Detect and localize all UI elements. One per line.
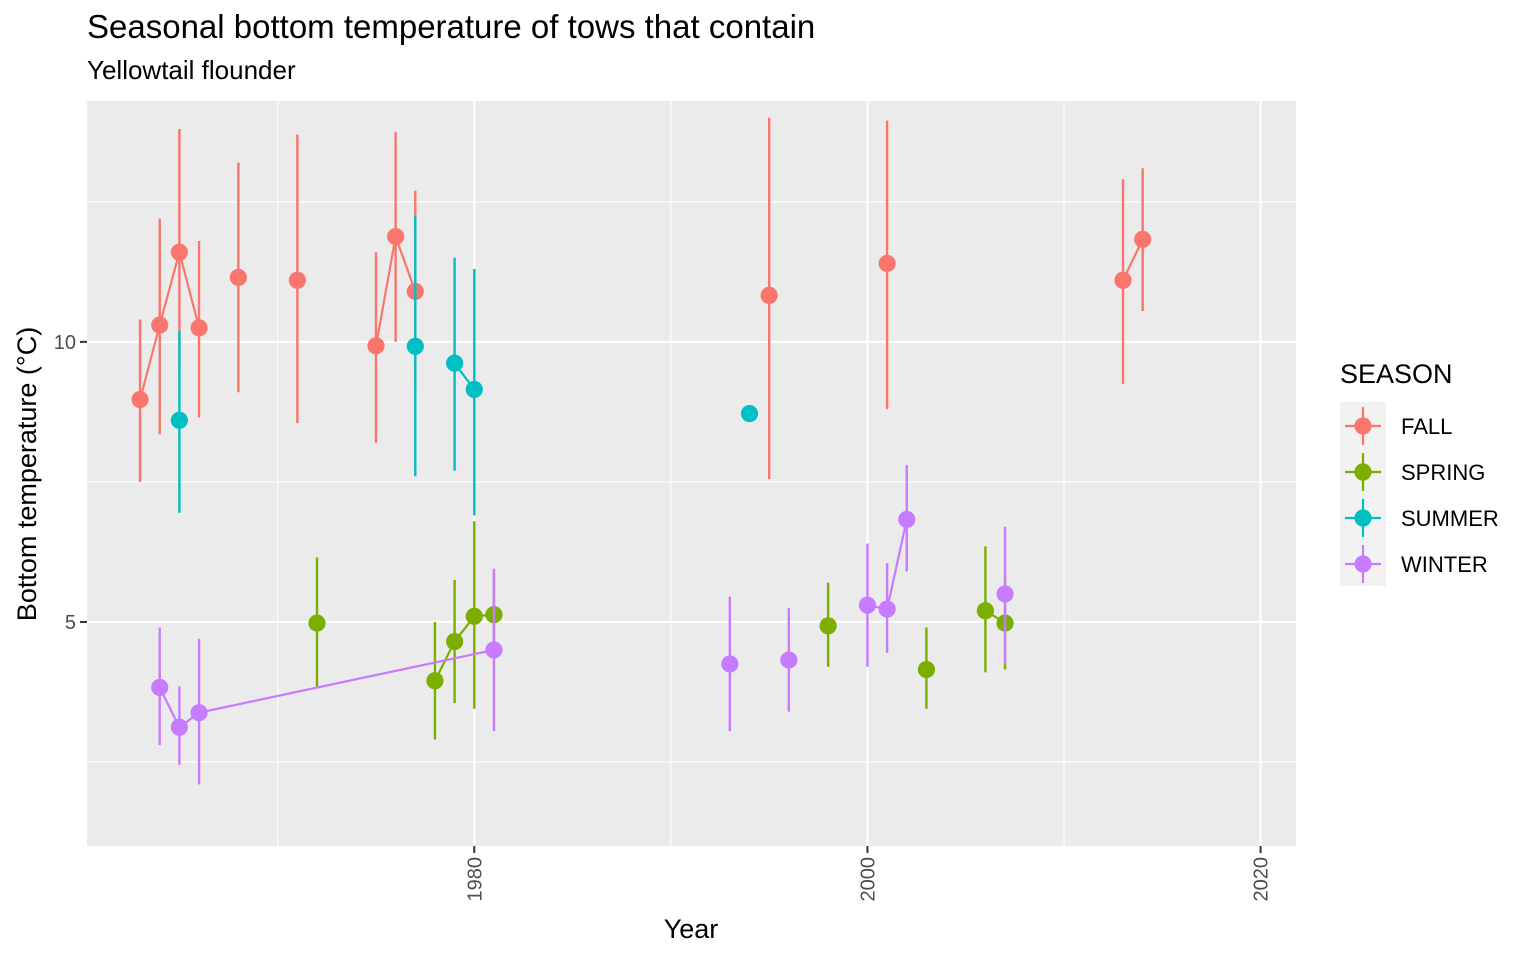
axes: 5 10 1980 2000 2020 xyxy=(54,332,1273,902)
series-spring xyxy=(308,521,1014,740)
chart-title: Seasonal bottom temperature of tows that… xyxy=(87,8,815,45)
data-point xyxy=(170,411,188,429)
legend-label-winter: WINTER xyxy=(1401,552,1488,577)
data-point xyxy=(996,585,1014,603)
x-tick-label: 2020 xyxy=(1251,857,1273,902)
series-summer xyxy=(170,215,759,516)
data-point xyxy=(976,602,994,620)
legend: SEASON FALL SPRING SUMMER WINTER xyxy=(1340,359,1499,586)
legend-label-fall: FALL xyxy=(1401,414,1452,439)
series-winter xyxy=(151,465,1014,785)
data-point xyxy=(151,316,169,334)
data-point xyxy=(485,641,503,659)
y-tick-label: 5 xyxy=(65,612,76,634)
data-point xyxy=(367,337,385,355)
data-point xyxy=(131,390,149,409)
data-point xyxy=(406,337,424,355)
series-line-winter xyxy=(158,648,495,729)
plot-panel xyxy=(87,101,1296,846)
data-point xyxy=(229,268,247,287)
data-point xyxy=(190,319,208,337)
data-point xyxy=(170,243,188,261)
y-tick-label: 10 xyxy=(54,332,76,354)
legend-title: SEASON xyxy=(1340,359,1453,389)
data-series xyxy=(131,117,1152,785)
series-line-fall xyxy=(139,247,201,400)
chart-subtitle: Yellowtail flounder xyxy=(87,55,296,85)
data-point xyxy=(721,655,739,673)
data-point xyxy=(878,600,896,618)
data-point xyxy=(426,672,444,690)
data-point xyxy=(819,617,837,635)
data-point xyxy=(465,607,483,625)
data-point xyxy=(387,227,405,246)
x-tick-label: 1980 xyxy=(464,857,486,902)
data-point xyxy=(151,678,169,697)
data-point xyxy=(170,718,188,736)
data-point xyxy=(1134,230,1152,248)
data-point xyxy=(190,704,208,722)
data-point xyxy=(288,271,306,289)
data-point xyxy=(858,596,877,614)
data-point xyxy=(878,254,896,273)
legend-key-point xyxy=(1354,555,1372,573)
data-point xyxy=(917,660,936,679)
data-point xyxy=(308,614,326,632)
data-point xyxy=(780,651,798,669)
data-point xyxy=(1114,271,1132,289)
x-tick-label: 2000 xyxy=(857,857,879,902)
legend-key-point xyxy=(1354,417,1372,435)
data-point xyxy=(446,632,464,651)
data-point xyxy=(740,404,759,423)
data-point xyxy=(898,510,916,529)
minor-gridlines xyxy=(87,101,1296,846)
legend-label-summer: SUMMER xyxy=(1401,506,1499,531)
legend-label-spring: SPRING xyxy=(1401,460,1485,485)
legend-key-point xyxy=(1354,463,1372,481)
data-point xyxy=(446,354,464,372)
data-point xyxy=(760,286,778,304)
data-point xyxy=(465,380,483,399)
legend-key-point xyxy=(1354,509,1372,527)
x-axis-title: Year xyxy=(664,914,719,944)
y-axis-title: Bottom temperature (°C) xyxy=(12,327,42,621)
